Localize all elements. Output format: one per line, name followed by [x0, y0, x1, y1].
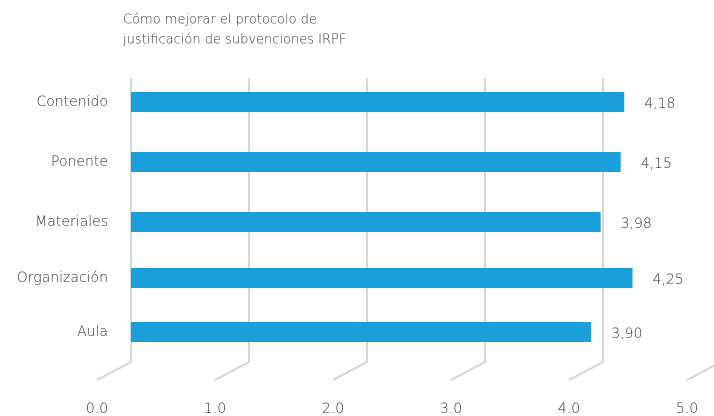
value-label: 3,98	[621, 216, 652, 232]
bar	[131, 92, 625, 112]
y-tick-label: Contenido	[36, 94, 108, 110]
x-tick-label: 3.0	[440, 401, 462, 416]
grid-line	[450, 78, 486, 381]
chart-title: Cómo mejorar el protocolo de	[123, 13, 317, 28]
x-tick-label: 4.0	[558, 401, 580, 416]
x-tick-label: 0.0	[86, 401, 108, 416]
y-tick-label: Organización	[17, 270, 108, 286]
grid-line	[96, 78, 132, 381]
value-label: 3,90	[611, 326, 642, 342]
bar	[131, 152, 621, 172]
bar	[131, 268, 633, 288]
y-tick-label: Materiales	[35, 214, 108, 230]
chart-title: justificación de subvenciones IRPF	[122, 33, 346, 48]
x-tick-label: 5.0	[676, 401, 698, 416]
bar	[131, 212, 601, 232]
grid-line	[332, 78, 368, 381]
bar	[131, 322, 592, 342]
x-tick-label: 1.0	[204, 401, 226, 416]
y-tick-label: Aula	[77, 324, 108, 340]
x-tick-label: 2.0	[322, 401, 344, 416]
grid-line	[568, 78, 604, 381]
value-label: 4,15	[641, 156, 672, 172]
value-label: 4,25	[653, 272, 684, 288]
y-tick-label: Ponente	[51, 154, 108, 170]
value-label: 4,18	[644, 96, 675, 112]
grid-line	[686, 364, 714, 381]
grid-line	[214, 78, 250, 381]
